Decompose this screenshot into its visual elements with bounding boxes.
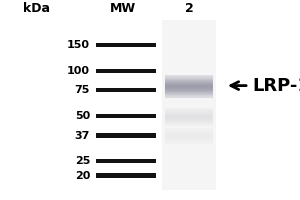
Bar: [165, 124, 213, 125]
Bar: [96, 159, 156, 163]
Bar: [96, 43, 156, 47]
Bar: [165, 75, 213, 76]
Bar: [165, 87, 213, 88]
Bar: [165, 93, 213, 94]
Bar: [96, 173, 156, 178]
Bar: [165, 95, 213, 96]
Bar: [165, 86, 213, 87]
Bar: [165, 82, 213, 83]
Bar: [165, 136, 213, 137]
Bar: [165, 90, 213, 91]
Text: 50: 50: [75, 111, 90, 121]
Bar: [165, 92, 213, 93]
Bar: [96, 88, 156, 92]
Bar: [165, 116, 213, 117]
Bar: [96, 69, 156, 73]
Bar: [165, 91, 213, 92]
Bar: [162, 20, 216, 190]
Bar: [165, 121, 213, 122]
Bar: [165, 120, 213, 121]
Text: MW: MW: [110, 2, 136, 16]
Bar: [165, 143, 213, 144]
Bar: [165, 77, 213, 78]
Bar: [165, 129, 213, 130]
Text: 150: 150: [67, 40, 90, 50]
Bar: [165, 89, 213, 90]
Bar: [165, 130, 213, 131]
Bar: [165, 109, 213, 110]
Bar: [165, 108, 213, 109]
Bar: [165, 128, 213, 129]
Bar: [165, 118, 213, 119]
Bar: [165, 79, 213, 80]
Bar: [165, 111, 213, 112]
Bar: [96, 114, 156, 118]
Text: LRP-1: LRP-1: [252, 77, 300, 95]
Text: kDa: kDa: [22, 2, 50, 16]
Bar: [165, 142, 213, 143]
Text: 20: 20: [75, 171, 90, 181]
Bar: [165, 139, 213, 140]
Bar: [165, 117, 213, 118]
Bar: [165, 97, 213, 98]
Bar: [96, 133, 156, 138]
Bar: [165, 131, 213, 132]
Bar: [165, 76, 213, 77]
Bar: [165, 122, 213, 123]
Bar: [165, 113, 213, 114]
Bar: [165, 81, 213, 82]
Text: 37: 37: [75, 131, 90, 141]
Bar: [165, 133, 213, 134]
Bar: [165, 114, 213, 115]
Text: 75: 75: [75, 85, 90, 95]
Text: 100: 100: [67, 66, 90, 76]
Bar: [165, 115, 213, 116]
Bar: [165, 123, 213, 124]
Bar: [165, 110, 213, 111]
Bar: [165, 137, 213, 138]
Bar: [165, 80, 213, 81]
Bar: [165, 125, 213, 126]
Bar: [165, 112, 213, 113]
Text: 25: 25: [75, 156, 90, 166]
Bar: [165, 134, 213, 135]
Text: 2: 2: [184, 2, 194, 16]
Bar: [165, 83, 213, 84]
Bar: [165, 88, 213, 89]
Bar: [165, 135, 213, 136]
Bar: [165, 85, 213, 86]
Bar: [165, 84, 213, 85]
Bar: [165, 138, 213, 139]
Bar: [165, 96, 213, 97]
Bar: [165, 140, 213, 141]
Bar: [165, 141, 213, 142]
Bar: [165, 78, 213, 79]
Bar: [165, 119, 213, 120]
Bar: [165, 94, 213, 95]
Bar: [165, 132, 213, 133]
